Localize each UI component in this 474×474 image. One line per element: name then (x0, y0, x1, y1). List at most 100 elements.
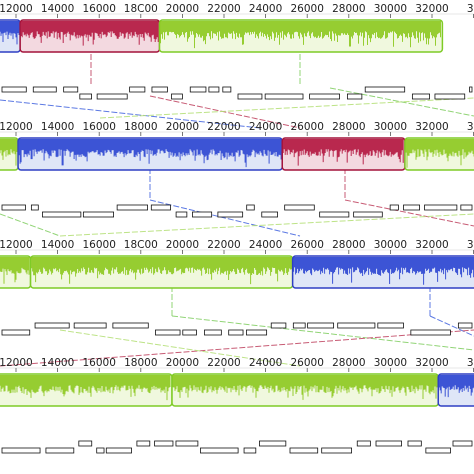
green-block[interactable] (158, 19, 444, 53)
tick-label: 22000 (207, 121, 240, 133)
feature-box (460, 204, 473, 211)
feature-box (237, 93, 263, 100)
tick-label: 26000 (290, 357, 323, 369)
green-block[interactable] (171, 373, 439, 407)
blue-block[interactable] (437, 373, 474, 407)
tick-label: 24000 (249, 121, 282, 133)
green-block[interactable] (0, 255, 32, 289)
feature-box (270, 322, 287, 329)
feature-box (457, 322, 473, 329)
feature-box (112, 322, 149, 329)
feature-box (452, 440, 473, 447)
feature-box (208, 86, 220, 93)
feature-box (307, 322, 335, 329)
track-1: 12000 14000 16000 18C00 20000 22000 24000 26000… (0, 3, 474, 100)
tick-label: 30000 (374, 121, 407, 133)
feature-box (309, 93, 340, 100)
tick-label: 34 (467, 3, 474, 15)
green-block[interactable] (0, 373, 173, 407)
tick-label: 20000 (166, 357, 199, 369)
green-connector (99, 97, 474, 119)
feature-box (192, 211, 213, 218)
feature-box (469, 86, 473, 93)
green-block[interactable] (404, 137, 474, 171)
feature-box (129, 86, 146, 93)
feature-box (1, 447, 41, 454)
tick-label: 30000 (374, 239, 407, 251)
feature-box (228, 329, 244, 336)
tick-label: 16000 (82, 3, 115, 15)
blue-conservation-profile (293, 257, 474, 285)
blue-block[interactable] (291, 255, 474, 289)
feature-annotations (1, 204, 473, 218)
green-conservation-profile (160, 21, 441, 49)
feature-box (175, 440, 199, 447)
feature-box (200, 447, 239, 454)
tick-label: 12000 (0, 357, 33, 369)
tick-label: 22000 (207, 357, 240, 369)
red-connector (149, 95, 301, 129)
track-2: 12000 14000 16000 18000 20000 22000 24000 26000… (0, 121, 474, 218)
feature-box (150, 204, 171, 211)
feature-box (425, 447, 451, 454)
feature-box (42, 211, 82, 218)
green-connector (171, 315, 474, 351)
blue-connector (0, 99, 261, 129)
tick-label: 34 (467, 239, 474, 251)
tick-label: 16000 (82, 357, 115, 369)
feature-box (403, 204, 420, 211)
alignment-tracks: 12000 14000 16000 18C00 20000 22000 24000 26000… (0, 3, 474, 454)
red-connector (0, 329, 474, 367)
green-block[interactable] (0, 137, 19, 171)
tick-label: 22000 (207, 239, 240, 251)
red-conservation-profile (282, 139, 404, 166)
feature-box (337, 322, 376, 329)
track-3: 12000 14000 16000 18C00 20000 22000 24000 26000… (0, 239, 474, 336)
blue-conservation-profile (438, 375, 474, 398)
tick-label: 22000 (207, 3, 240, 15)
green-block[interactable] (29, 255, 294, 289)
tick-label: 32000 (415, 121, 448, 133)
feature-box (364, 86, 406, 93)
green-conservation-profile (31, 257, 293, 285)
feature-box (34, 322, 70, 329)
blue-block[interactable] (0, 19, 21, 53)
feature-box (82, 211, 114, 218)
feature-box (1, 86, 27, 93)
tick-label: 18000 (124, 121, 157, 133)
feature-box (30, 204, 39, 211)
feature-box (246, 329, 268, 336)
feature-box (217, 211, 244, 218)
tick-label: 26000 (290, 121, 323, 133)
tick-label: 26000 (290, 239, 323, 251)
tick-label: 12000 (0, 3, 33, 15)
feature-annotations (1, 86, 473, 100)
green-conservation-profile (405, 139, 474, 168)
tick-label: 32000 (415, 239, 448, 251)
feature-box (182, 329, 197, 336)
red-block[interactable] (19, 19, 161, 53)
feature-box (375, 440, 402, 447)
block-connectors (0, 13, 474, 369)
tick-label: 30000 (374, 3, 407, 15)
feature-box (246, 204, 255, 211)
tick-label: 16000 (82, 239, 115, 251)
tick-label: 16000 (82, 121, 115, 133)
tick-label: 18000 (124, 357, 157, 369)
feature-box (389, 204, 399, 211)
feature-box (222, 86, 232, 93)
feature-box (261, 211, 278, 218)
feature-box (151, 86, 168, 93)
green-connector (59, 213, 474, 237)
tick-label: 14000 (41, 121, 74, 133)
green-conservation-profile (172, 375, 438, 400)
blue-block[interactable] (17, 137, 283, 171)
feature-box (289, 447, 319, 454)
tick-label: 28000 (332, 239, 365, 251)
tick-label: 14000 (41, 3, 74, 15)
red-block[interactable] (281, 137, 406, 171)
tick-label: 24000 (249, 239, 282, 251)
feature-box (259, 440, 287, 447)
tick-label: 34 (467, 357, 474, 369)
